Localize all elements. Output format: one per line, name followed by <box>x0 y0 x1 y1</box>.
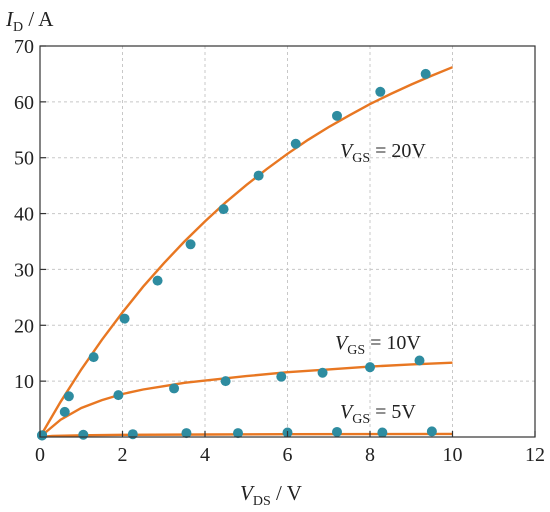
data-point-series-0-6 <box>218 204 229 215</box>
y-axis-title: ID / A <box>5 7 54 35</box>
fit-lines <box>38 66 453 439</box>
x-tick-label-0: 0 <box>35 444 45 466</box>
data-point-series-1-1 <box>59 406 70 417</box>
data-point-series-2-1 <box>78 429 89 440</box>
data-point-series-2-3 <box>181 428 192 439</box>
data-point-series-1-6 <box>317 367 328 378</box>
data-point-series-0-3 <box>119 313 130 324</box>
data-point-series-2-0 <box>37 430 48 441</box>
data-point-series-0-9 <box>332 110 342 121</box>
data-point-series-0-1 <box>63 391 74 402</box>
series-label-vgs-20v: VGS = 20V <box>340 140 426 166</box>
data-point-series-1-8 <box>414 355 425 366</box>
data-point-series-1-3 <box>169 383 180 394</box>
data-point-series-0-7 <box>253 170 264 181</box>
y-tick-label-50: 50 <box>14 148 34 170</box>
y-tick-label-10: 10 <box>14 371 34 393</box>
y-tick-label-70: 70 <box>14 36 34 58</box>
data-point-series-1-5 <box>276 371 287 382</box>
data-point-series-2-4 <box>233 428 243 439</box>
x-tick-label-8: 8 <box>365 444 375 466</box>
fit-line-series-0 <box>38 66 453 438</box>
x-tick-label-4: 4 <box>200 444 210 466</box>
data-point-series-0-4 <box>152 275 163 286</box>
data-point-series-1-4 <box>220 376 231 387</box>
x-tick-label-10: 10 <box>443 444 463 466</box>
data-point-series-2-6 <box>332 426 342 437</box>
fit-line-series-1 <box>39 361 453 438</box>
fit-line-series-2 <box>39 432 453 439</box>
data-point-series-1-7 <box>365 362 375 373</box>
data-point-series-1-2 <box>113 390 124 401</box>
data-point-series-2-7 <box>377 427 388 438</box>
axis-ticks <box>39 45 536 437</box>
y-tick-label-60: 60 <box>14 92 34 114</box>
data-point-series-0-11 <box>420 68 431 79</box>
data-point-series-0-10 <box>375 86 386 97</box>
data-point-series-0-2 <box>88 352 99 363</box>
data-point-series-2-2 <box>127 429 138 440</box>
y-tick-label-20: 20 <box>14 315 34 337</box>
tick-labels: 0 2 4 6 8 10 12 10 20 30 40 50 60 70 <box>14 36 545 466</box>
x-tick-label-6: 6 <box>283 444 293 466</box>
series-label-vgs-5v: VGS = 5V <box>340 401 416 427</box>
grid <box>40 46 535 437</box>
x-tick-label-12: 12 <box>525 444 545 466</box>
data-points <box>37 68 437 441</box>
data-point-series-0-5 <box>185 239 196 250</box>
data-point-series-2-8 <box>426 426 437 437</box>
x-tick-label-2: 2 <box>118 444 128 466</box>
y-tick-label-40: 40 <box>14 204 34 226</box>
x-axis-title: VDS / V <box>240 481 302 509</box>
data-point-series-0-8 <box>290 138 301 149</box>
series-label-vgs-10v: VGS = 10V <box>335 332 421 358</box>
y-tick-label-30: 30 <box>14 259 34 281</box>
